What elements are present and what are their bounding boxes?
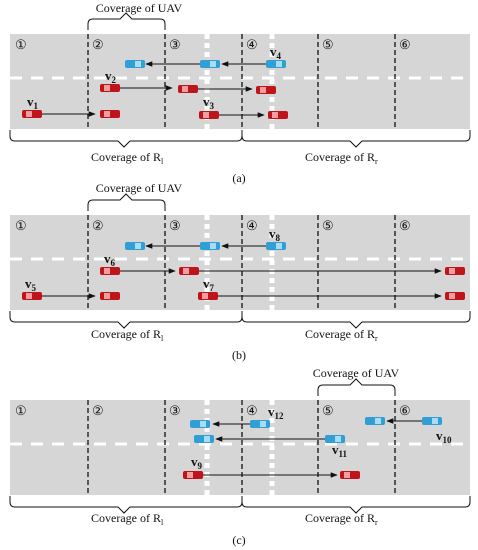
car-red [22, 292, 42, 300]
panel-a: ① ② ③ ④ ⑤ ⑥ Coverage of UAV [9, 1, 471, 185]
car-red [179, 267, 199, 275]
panel-caption: (b) [232, 348, 246, 362]
car-red [100, 292, 120, 300]
uav-coverage-brace [87, 193, 166, 211]
panel-c: ① ② ③ ④ ⑤ ⑥ Coverage of UAV v9 v10 v11 v… [9, 366, 471, 547]
segment-label: ⑤ [322, 403, 334, 418]
rl-coverage-brace [9, 311, 243, 329]
car-red [340, 471, 360, 479]
vehicle-label: v8 [269, 226, 281, 243]
segment-label: ② [92, 218, 104, 233]
car-blue [266, 60, 286, 68]
car-blue [125, 60, 145, 68]
rr-coverage-label: Coverage of Rr [305, 327, 378, 343]
rl-coverage-label: Coverage of Rl [91, 511, 164, 527]
vehicle-label: v2 [105, 68, 117, 85]
segment-label: ④ [246, 403, 258, 418]
rl-coverage-label: Coverage of Rl [91, 327, 164, 343]
car-blue [365, 417, 385, 425]
panel-caption: (a) [232, 171, 245, 185]
rr-coverage-brace [241, 311, 471, 329]
segment-label: ⑤ [322, 37, 334, 52]
car-blue [250, 420, 270, 428]
car-red [100, 110, 120, 118]
rl-coverage-label: Coverage of Rl [91, 150, 164, 166]
vehicle-label: v10 [436, 428, 452, 445]
vehicle-label: v7 [203, 276, 215, 293]
segment-label: ② [92, 403, 104, 418]
car-red [178, 85, 198, 93]
uav-coverage-label: Coverage of UAV [96, 1, 183, 15]
vehicle-label: v11 [332, 442, 348, 459]
rr-coverage-brace [241, 496, 471, 514]
road [10, 400, 470, 495]
segment-label: ④ [246, 37, 258, 52]
segment-label: ③ [169, 37, 181, 52]
car-red [256, 86, 276, 94]
segment-label: ⑥ [399, 403, 411, 418]
car-blue [200, 60, 220, 68]
car-red [445, 292, 465, 300]
car-blue [325, 435, 345, 443]
uav-coverage-label: Coverage of UAV [313, 366, 400, 380]
car-blue [266, 242, 286, 250]
rl-coverage-brace [9, 496, 243, 514]
car-red [198, 292, 218, 300]
road [10, 215, 470, 310]
car-red [183, 471, 203, 479]
car-blue [200, 242, 220, 250]
segment-label: ⑥ [399, 37, 411, 52]
car-red [445, 267, 465, 275]
car-red [100, 84, 120, 92]
uav-coverage-brace [317, 378, 396, 396]
segment-label: ⑤ [322, 218, 334, 233]
vehicle-label: v5 [25, 276, 37, 293]
segment-label: ③ [169, 218, 181, 233]
panel-caption: (c) [232, 533, 245, 547]
car-blue [194, 435, 214, 443]
segment-label: ① [15, 403, 27, 418]
vehicle-label: v6 [104, 251, 116, 268]
segment-label: ① [15, 37, 27, 52]
rr-coverage-label: Coverage of Rr [305, 511, 378, 527]
car-red [22, 110, 42, 118]
segment-label: ② [92, 37, 104, 52]
car-red [268, 111, 288, 119]
rl-coverage-brace [9, 130, 243, 148]
car-blue [190, 420, 210, 428]
car-blue [422, 417, 442, 425]
car-blue [125, 242, 145, 250]
vehicle-label: v4 [270, 44, 282, 61]
segment-label: ① [15, 218, 27, 233]
uav-coverage-label: Coverage of UAV [96, 181, 183, 195]
vehicle-label: v1 [27, 94, 39, 111]
car-red [199, 111, 219, 119]
road [10, 34, 470, 129]
panel-b: ① ② ③ ④ ⑤ ⑥ Coverage of UAV v5 v6 [9, 181, 471, 362]
car-red [100, 267, 120, 275]
vehicle-label: v9 [191, 454, 203, 471]
segment-label: ④ [246, 218, 258, 233]
vehicle-label: v12 [268, 404, 284, 421]
segment-label: ③ [169, 403, 181, 418]
segment-label: ⑥ [399, 218, 411, 233]
vehicle-label: v3 [203, 94, 215, 111]
uav-coverage-brace [87, 12, 166, 30]
rr-coverage-brace [241, 130, 471, 148]
rr-coverage-label: Coverage of Rr [305, 150, 378, 166]
